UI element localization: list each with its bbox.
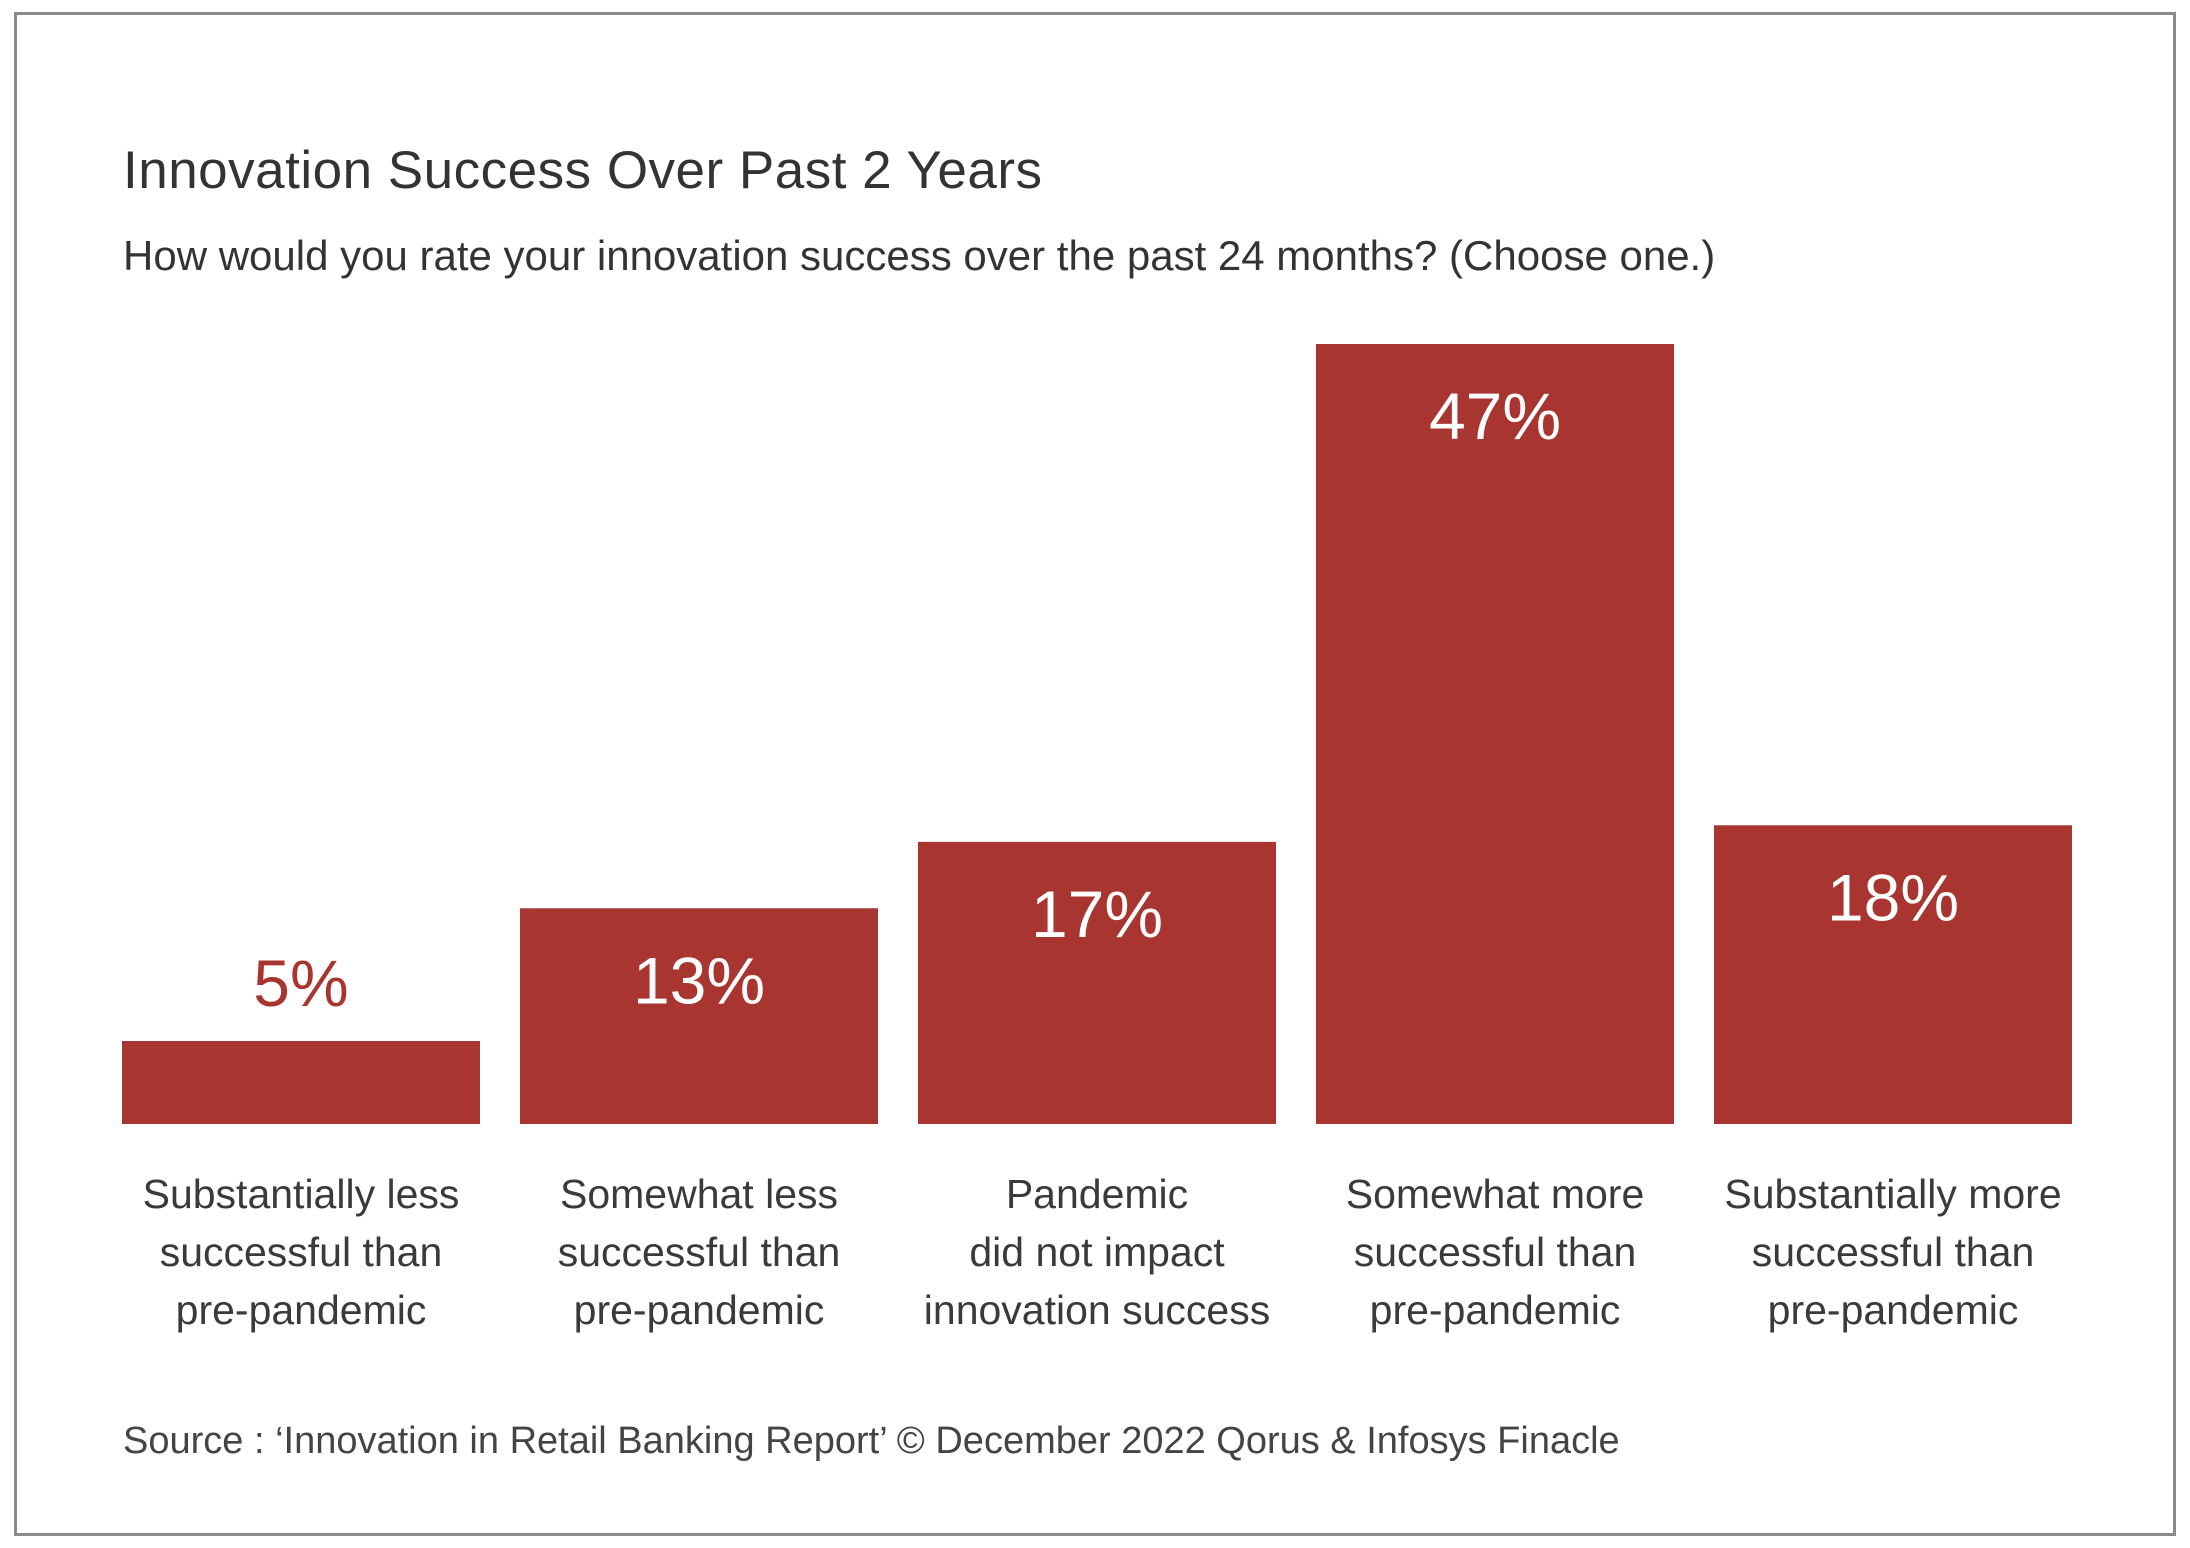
category-label-3-line-2: did not impact — [969, 1229, 1225, 1275]
category-label-5-line-3: pre-pandemic — [1768, 1287, 2019, 1333]
value-label-2: 13% — [633, 943, 765, 1017]
bar-3 — [918, 841, 1276, 1124]
bar-4 — [1316, 344, 1674, 1124]
category-label-1-line-3: pre-pandemic — [176, 1287, 427, 1333]
category-label-2-line-3: pre-pandemic — [574, 1287, 825, 1333]
category-label-1-line-1: Substantially less — [143, 1171, 460, 1217]
category-label-5-line-1: Substantially more — [1724, 1171, 2061, 1217]
bar-5 — [1714, 825, 2072, 1124]
source-note: Source : ‘Innovation in Retail Banking R… — [123, 1420, 1620, 1462]
category-label-4-line-3: pre-pandemic — [1370, 1287, 1621, 1333]
value-label-5: 18% — [1827, 860, 1959, 934]
bar-2 — [520, 908, 878, 1124]
chart-frame — [14, 12, 2176, 1536]
value-label-4: 47% — [1429, 379, 1561, 453]
value-label-1: 5% — [253, 946, 348, 1020]
value-label-3: 17% — [1031, 877, 1163, 951]
bar-1 — [122, 1041, 480, 1124]
category-label-2-line-2: successful than — [558, 1229, 841, 1275]
category-label-2-line-1: Somewhat less — [560, 1171, 838, 1217]
category-label-3-line-1: Pandemic — [1006, 1171, 1188, 1217]
chart-title: Innovation Success Over Past 2 Years — [123, 141, 1043, 200]
category-label-4-line-2: successful than — [1354, 1229, 1637, 1275]
chart-subtitle: How would you rate your innovation succe… — [123, 232, 1716, 279]
category-label-3-line-3: innovation success — [924, 1287, 1270, 1333]
category-label-5-line-2: successful than — [1752, 1229, 2035, 1275]
category-label-1-line-2: successful than — [160, 1229, 443, 1275]
category-label-4-line-1: Somewhat more — [1346, 1171, 1645, 1217]
